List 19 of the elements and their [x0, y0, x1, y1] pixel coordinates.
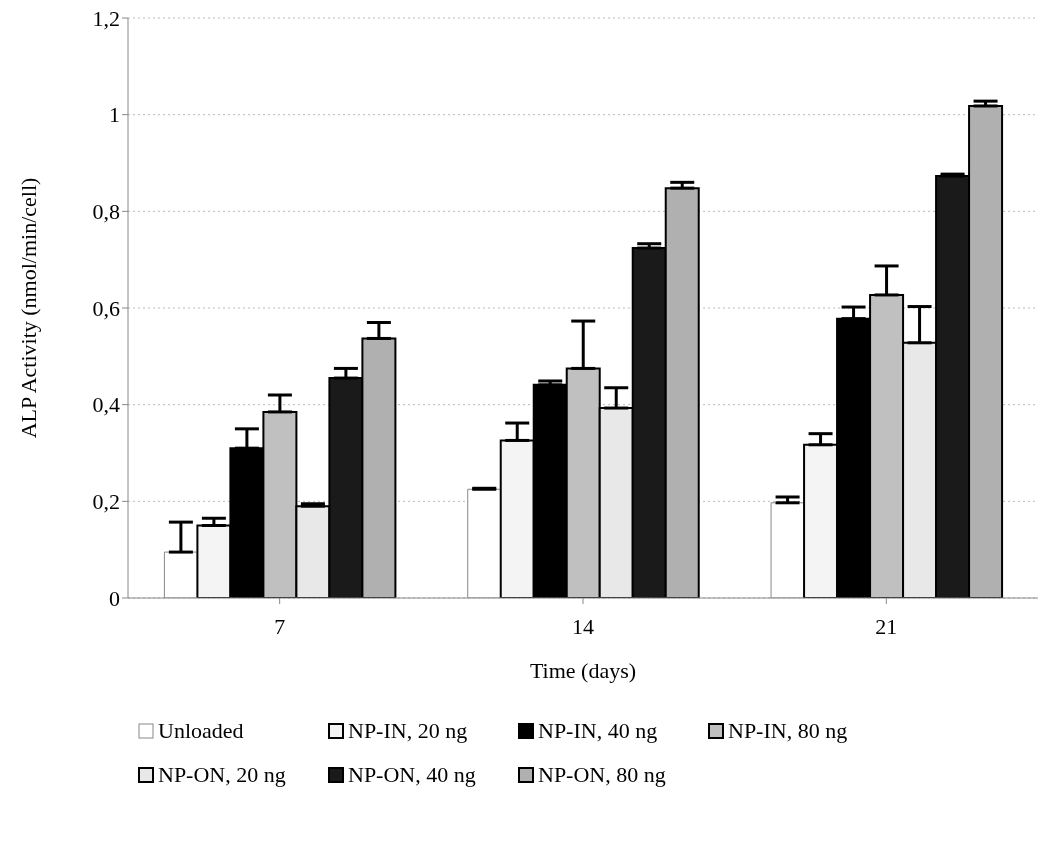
y-tick-label: 0,2 — [92, 489, 120, 515]
y-tick-label: 1 — [109, 102, 120, 128]
legend-label: NP-ON, 20 ng — [158, 762, 286, 788]
legend-label: NP-ON, 80 ng — [538, 762, 666, 788]
x-tick-label: 14 — [572, 613, 594, 639]
legend-label: Unloaded — [158, 718, 244, 744]
legend-label: NP-IN, 40 ng — [538, 718, 658, 744]
y-tick-label: 0,8 — [92, 199, 120, 225]
legend-label: NP-ON, 40 ng — [348, 762, 476, 788]
legend-label: NP-IN, 80 ng — [728, 718, 848, 744]
y-tick-label: 1,2 — [92, 5, 120, 31]
y-axis-title: ALP Activity (nmol/min/cell) — [15, 177, 41, 439]
y-tick-label: 0 — [109, 585, 120, 611]
x-tick-label: 7 — [274, 613, 286, 639]
x-tick-label: 21 — [875, 613, 898, 639]
y-tick-label: 0,6 — [92, 295, 120, 321]
legend-label: NP-IN, 20 ng — [348, 718, 468, 744]
x-axis-title: Time (days) — [529, 658, 637, 683]
y-tick-label: 0,4 — [92, 392, 120, 418]
